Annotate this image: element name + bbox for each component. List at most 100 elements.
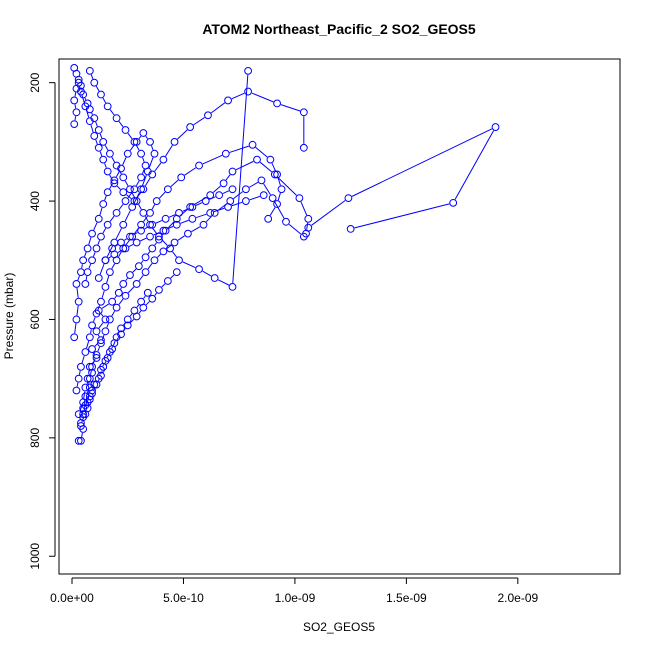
series-line-segment	[274, 201, 285, 219]
series-line-segment	[115, 228, 122, 240]
data-point	[119, 188, 128, 197]
series-line-segment	[196, 213, 207, 219]
series-line-segment	[132, 268, 137, 273]
data-point	[101, 327, 110, 336]
data-point	[175, 209, 183, 217]
data-point	[215, 191, 224, 200]
data-point	[170, 238, 179, 247]
series-line-segment	[138, 274, 144, 282]
series-line-segment	[104, 163, 107, 168]
data-point	[449, 198, 458, 207]
x-axis: 0.0e+00 5.0e-10 1.0e-09 1.5e-09 2.0e-09	[50, 577, 539, 605]
data-point	[270, 170, 279, 179]
series-line-segment	[113, 340, 116, 346]
series-line-segment	[144, 216, 149, 222]
data-point	[304, 223, 313, 232]
data-point	[97, 339, 105, 348]
x-tick-label: 0.0e+00	[50, 591, 94, 605]
data-point	[97, 297, 105, 306]
series-line-segment	[84, 97, 87, 101]
data-point	[132, 280, 141, 288]
plot-frame	[58, 58, 621, 575]
series-line-segment	[90, 370, 92, 375]
series-line-segment	[74, 104, 77, 109]
series-line-segment	[191, 226, 201, 233]
series-line-segment	[177, 235, 185, 241]
series-line-segment	[76, 305, 79, 316]
data-point	[101, 283, 110, 291]
series-line-segment	[115, 171, 120, 178]
data-point	[299, 232, 308, 241]
data-point	[195, 161, 203, 170]
data-point	[90, 114, 99, 123]
data-point	[137, 220, 146, 229]
series-line-segment	[172, 251, 177, 258]
series-line-segment	[86, 382, 89, 385]
series-line-segment	[104, 361, 107, 364]
data-point	[163, 185, 172, 194]
series-line-segment	[125, 277, 128, 282]
series-line-segment	[159, 191, 166, 199]
data-point	[299, 108, 308, 117]
series-line-segment	[161, 283, 166, 288]
series-line-segment	[109, 352, 111, 355]
data-point	[77, 436, 85, 445]
series-line-segment	[74, 323, 77, 334]
data-point	[128, 232, 137, 241]
series-line-segment	[104, 145, 109, 151]
series-line-segment	[182, 261, 196, 268]
data-point	[121, 197, 130, 205]
series-line-segment	[111, 310, 116, 317]
series-line-segment	[156, 253, 161, 258]
data-point	[103, 220, 112, 229]
data-point	[92, 327, 101, 336]
series-line-segment	[99, 133, 103, 139]
data-point	[228, 185, 237, 194]
data-point	[244, 87, 253, 96]
data-point	[99, 137, 108, 146]
series-line-segment	[124, 238, 127, 241]
series-line-segment	[311, 200, 346, 226]
data-point	[97, 232, 105, 241]
series-line-segment	[235, 160, 254, 171]
series-line-segment	[140, 260, 144, 264]
data-point	[344, 194, 353, 203]
data-point	[92, 380, 101, 389]
series-line-segment	[101, 334, 105, 340]
data-point	[146, 232, 154, 241]
series-line-segment	[88, 237, 92, 245]
data-point	[81, 383, 90, 392]
series-line-segment	[84, 251, 87, 257]
series-line-segment	[277, 176, 297, 196]
series-line-segment	[136, 192, 142, 199]
series-line-segment	[86, 390, 89, 394]
series-line-segment	[229, 145, 249, 153]
y-tick-label: 400	[28, 191, 42, 211]
data-point	[159, 155, 168, 164]
series-line-segment	[233, 191, 243, 200]
data-point	[79, 413, 88, 422]
series-line-segment	[300, 201, 308, 216]
data-point	[137, 297, 146, 306]
series-line-segment	[177, 129, 188, 140]
data-point	[103, 354, 112, 362]
data-point	[99, 155, 108, 164]
series-line-segment	[249, 195, 261, 201]
chart-title: ATOM2 Northeast_Pacific_2 SO2_GEOS5	[202, 21, 476, 37]
y-axis-label: Pressure (mbar)	[2, 273, 16, 360]
series-line-segment	[97, 305, 101, 310]
series-line-segment	[251, 92, 274, 103]
data-point	[299, 143, 308, 152]
series-line-segment	[128, 243, 134, 247]
data-point	[90, 132, 99, 140]
series-line-segment	[133, 232, 138, 236]
data-point	[126, 232, 134, 241]
data-point	[123, 149, 132, 158]
data-point	[83, 404, 92, 413]
series-line-segment	[144, 177, 151, 187]
data-point	[161, 226, 170, 235]
series-layer	[70, 63, 500, 445]
data-point	[83, 244, 92, 253]
data-point	[161, 214, 170, 223]
series-line-segment	[118, 298, 124, 305]
